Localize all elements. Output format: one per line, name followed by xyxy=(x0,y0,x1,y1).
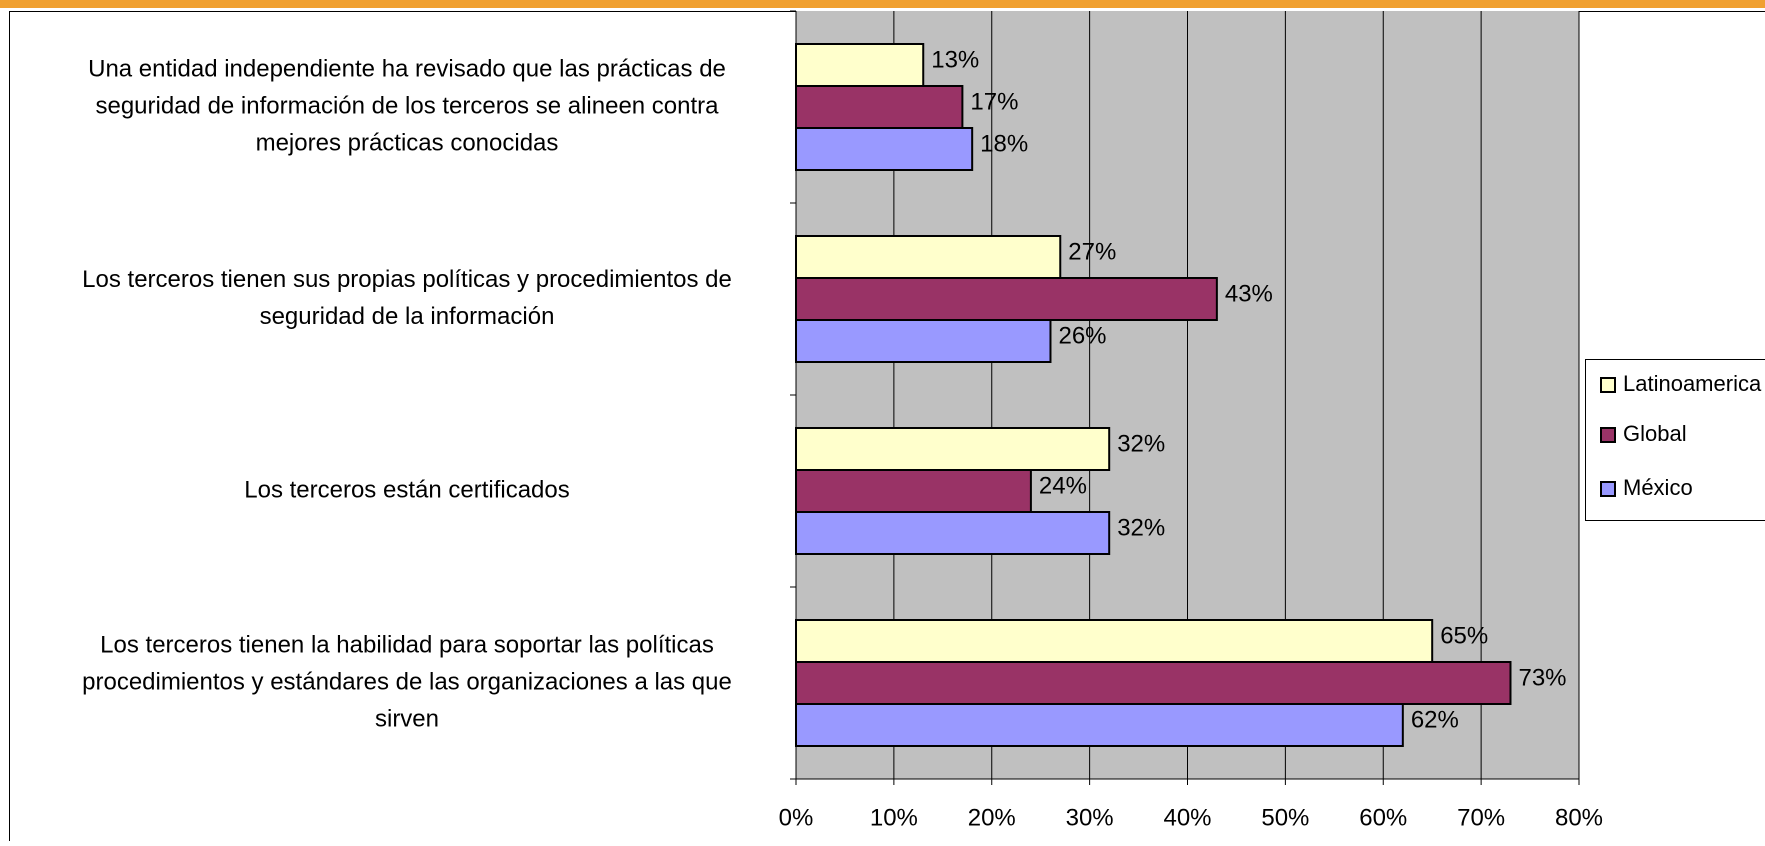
bar xyxy=(796,704,1403,746)
bar xyxy=(796,512,1109,554)
bar xyxy=(796,86,962,128)
value-label: 32% xyxy=(1117,430,1165,457)
bar xyxy=(796,620,1432,662)
y-tick-label: Los terceros tienen la habilidad para so… xyxy=(100,631,714,658)
x-tick-label: 20% xyxy=(968,804,1016,831)
bar xyxy=(796,278,1217,320)
value-label: 13% xyxy=(931,46,979,73)
bar xyxy=(796,236,1060,278)
y-tick-label: seguridad de información de los terceros… xyxy=(95,92,719,119)
y-tick-label: mejores prácticas conocidas xyxy=(256,129,559,156)
x-tick-label: 70% xyxy=(1457,804,1505,831)
value-label: 32% xyxy=(1117,514,1165,541)
legend-swatch xyxy=(1601,482,1615,496)
value-label: 27% xyxy=(1068,238,1116,265)
bar xyxy=(796,662,1510,704)
value-label: 17% xyxy=(970,88,1018,115)
x-tick-label: 40% xyxy=(1163,804,1211,831)
legend-swatch xyxy=(1601,378,1615,392)
legend-label: Global xyxy=(1623,421,1687,446)
y-tick-label: sirven xyxy=(375,705,439,732)
value-label: 62% xyxy=(1411,706,1459,733)
value-label: 24% xyxy=(1039,472,1087,499)
x-tick-label: 10% xyxy=(870,804,918,831)
bar xyxy=(796,128,972,170)
y-tick-label: procedimientos y estándares de las organ… xyxy=(82,668,732,695)
legend-label: Latinoamerica xyxy=(1623,371,1762,396)
x-tick-label: 0% xyxy=(779,804,814,831)
y-tick-label: Una entidad independiente ha revisado qu… xyxy=(88,55,726,82)
y-tick-label: Los terceros tienen sus propias política… xyxy=(82,266,732,293)
legend-swatch xyxy=(1601,428,1615,442)
bar xyxy=(796,44,923,86)
value-label: 65% xyxy=(1440,622,1488,649)
legend-label: México xyxy=(1623,475,1693,500)
x-tick-label: 50% xyxy=(1261,804,1309,831)
x-tick-label: 60% xyxy=(1359,804,1407,831)
x-tick-label: 30% xyxy=(1066,804,1114,831)
x-tick-label: 80% xyxy=(1555,804,1603,831)
bar xyxy=(796,320,1050,362)
value-label: 18% xyxy=(980,130,1028,157)
value-label: 26% xyxy=(1058,322,1106,349)
bar xyxy=(796,428,1109,470)
value-label: 73% xyxy=(1518,664,1566,691)
top-strip xyxy=(0,0,1765,8)
y-tick-label: Los terceros están certificados xyxy=(244,476,570,503)
bar xyxy=(796,470,1031,512)
y-tick-label: seguridad de la información xyxy=(260,303,555,330)
value-label: 43% xyxy=(1225,280,1273,307)
